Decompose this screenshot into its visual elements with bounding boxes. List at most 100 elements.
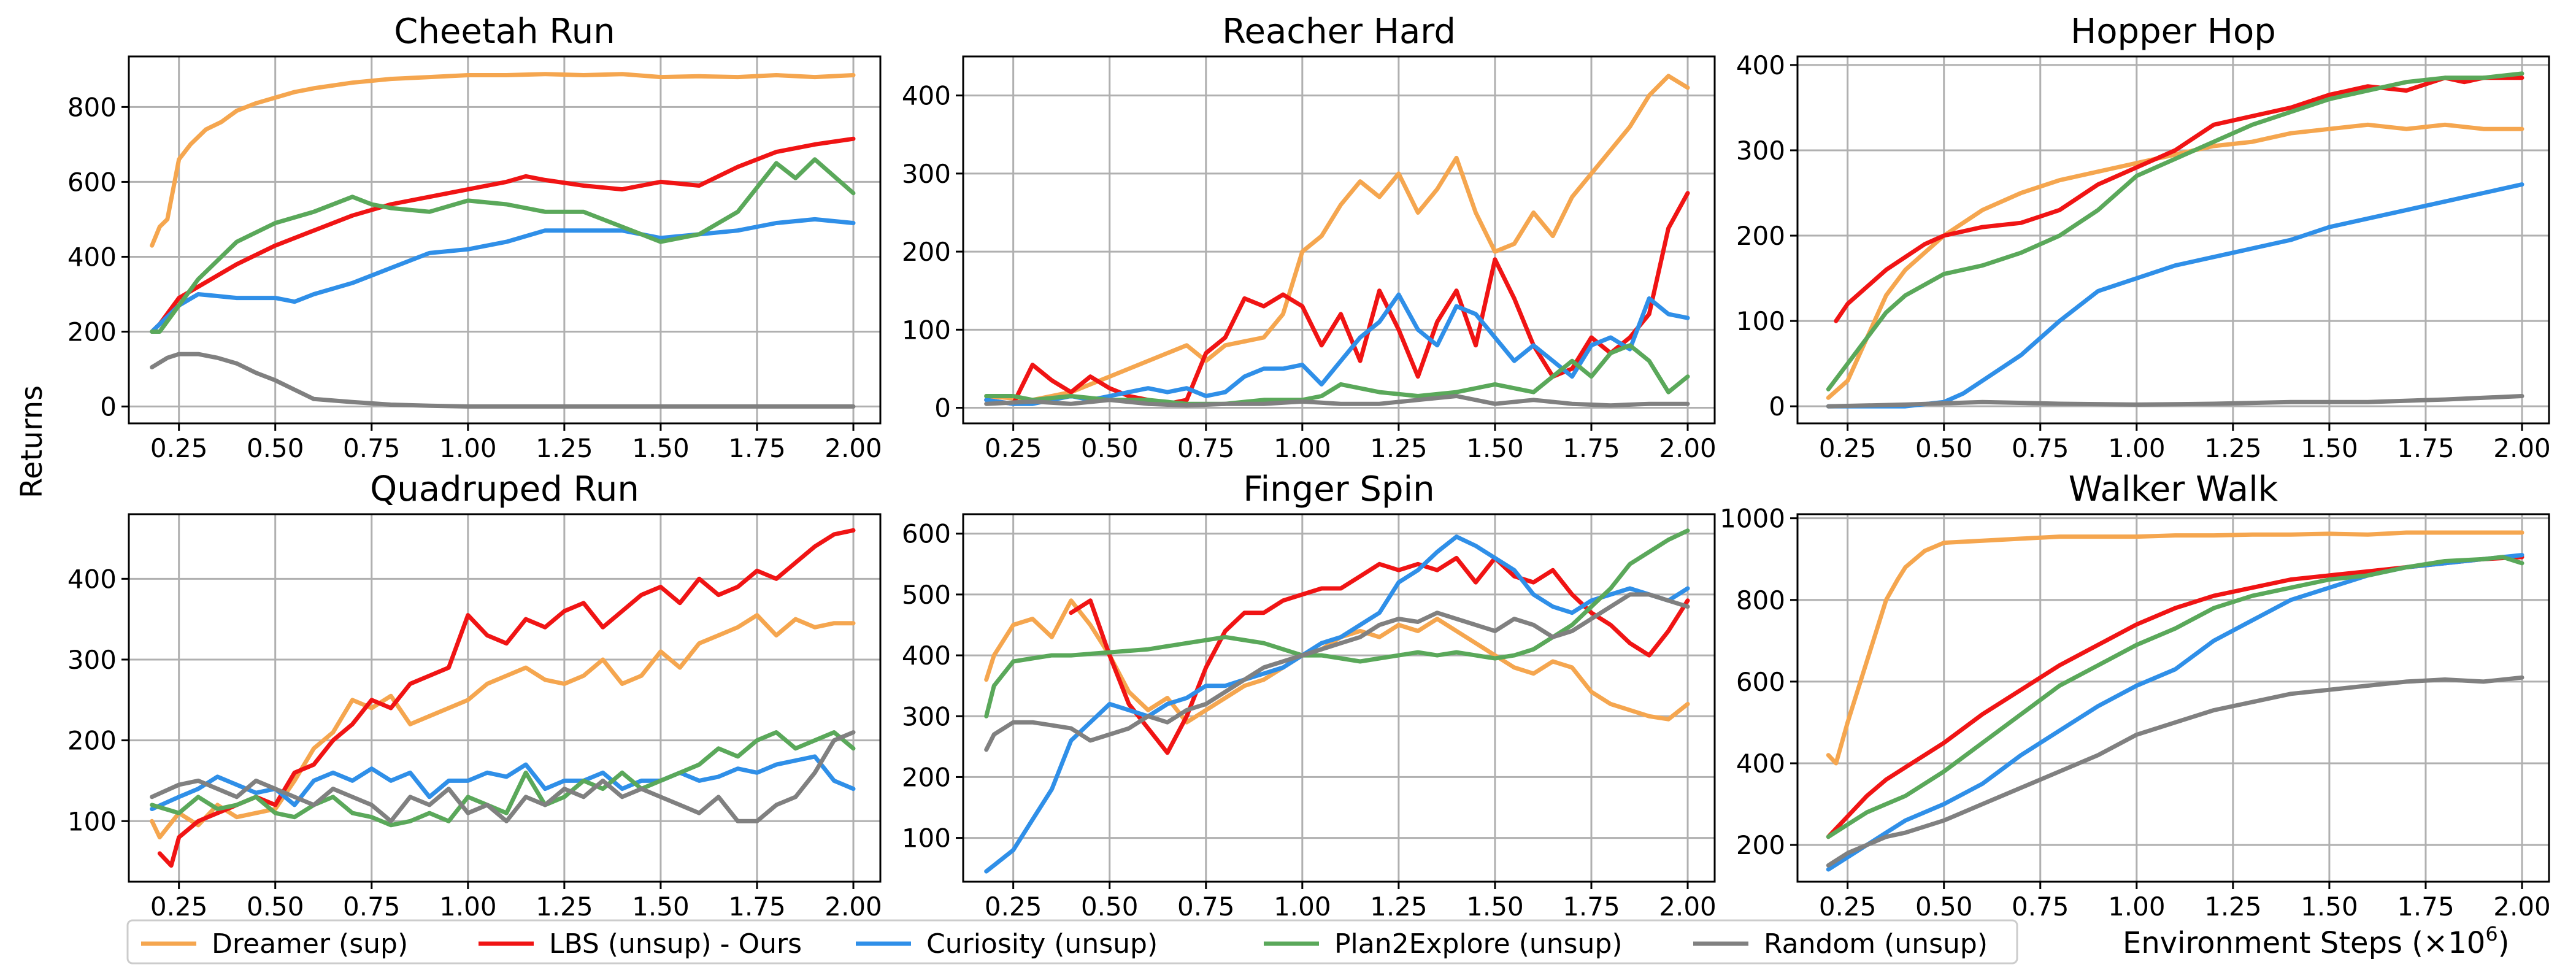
x-tick-label: 0.50 [1081, 892, 1139, 922]
y-tick-label: 100 [902, 315, 951, 345]
x-tick-label: 2.00 [2493, 892, 2551, 922]
subplot-title: Hopper Hop [2070, 12, 2276, 52]
x-tick-label: 1.25 [1370, 433, 1428, 463]
series-line-plan2explore-unsup [1826, 555, 2524, 839]
y-tick-label: 400 [902, 641, 951, 671]
x-tick-label: 0.75 [2012, 892, 2069, 922]
series-line-lbs-unsup-ours [150, 136, 856, 334]
series-group [150, 528, 856, 868]
x-tick-label: 0.50 [1915, 892, 1973, 922]
series-line-lbs-unsup-ours [1834, 75, 2524, 323]
series-line-plan2explore-unsup [1826, 71, 2524, 391]
legend-entry-dreamer-sup: Dreamer (sup) [141, 928, 408, 960]
y-tick-label: 600 [902, 519, 951, 549]
y-tick-label: 600 [67, 167, 117, 197]
x-tick-label: 0.75 [2012, 433, 2069, 463]
y-tick-label: 0 [934, 393, 951, 423]
x-tick-label: 0.25 [150, 892, 208, 922]
x-tick-label: 0.75 [1177, 892, 1235, 922]
x-tick-label: 0.50 [247, 892, 304, 922]
y-tick-label: 600 [1736, 667, 1785, 697]
subplot-title: Finger Spin [1243, 469, 1434, 509]
series-line-plan2explore-unsup [150, 157, 856, 334]
y-tick-label: 400 [67, 242, 117, 272]
x-tick-label: 1.50 [2301, 892, 2358, 922]
x-tick-label: 1.50 [632, 892, 690, 922]
series-group [1826, 530, 2524, 872]
x-axis-label-close: ) [2498, 926, 2510, 960]
series-line-dreamer-sup [984, 74, 1690, 403]
x-tick-label: 0.75 [1177, 433, 1235, 463]
subplot-finger-spin: Finger Spin 0.25 0.50 0.75 1.00 1.25 1.50 1.75 2… [902, 469, 1717, 922]
y-tick-label: 400 [1736, 749, 1785, 779]
legend-label: Dreamer (sup) [212, 928, 408, 960]
x-tick-label: 0.25 [985, 892, 1042, 922]
subplot-title: Quadruped Run [370, 469, 639, 509]
x-tick-label: 1.75 [1563, 433, 1620, 463]
y-tick-label: 400 [67, 564, 117, 594]
legend-label: Random (unsup) [1764, 928, 1988, 960]
shared-y-axis-label: Returns [15, 385, 49, 498]
x-tick-label: 1.75 [728, 433, 786, 463]
y-tick-label: 100 [902, 823, 951, 853]
plot-frame [1796, 513, 2550, 883]
series-line-dreamer-sup [1826, 122, 2524, 400]
legend-entry-curiosity-unsup: Curiosity (unsup) [856, 928, 1158, 960]
x-tick-label: 0.25 [150, 433, 208, 463]
y-tick-label: 300 [902, 159, 951, 189]
x-tick-label: 0.75 [343, 892, 401, 922]
x-tick-label: 1.75 [728, 892, 786, 922]
legend-entry-plan2explore-unsup: Plan2Explore (unsup) [1264, 928, 1623, 960]
series-line-curiosity-unsup [1826, 182, 2524, 409]
series-line-curiosity-unsup [984, 534, 1690, 874]
series-group [150, 72, 856, 409]
y-tick-label: 300 [67, 645, 117, 675]
x-tick-label: 1.25 [2204, 433, 2262, 463]
x-tick-label: 2.00 [825, 892, 882, 922]
x-tick-label: 0.25 [1819, 892, 1877, 922]
x-tick-label: 1.75 [1563, 892, 1620, 922]
x-tick-label: 2.00 [825, 433, 882, 463]
x-tick-label: 2.00 [2493, 433, 2551, 463]
x-tick-label: 2.00 [1659, 892, 1717, 922]
series-line-random-unsup [984, 394, 1690, 408]
x-tick-label: 0.25 [985, 433, 1042, 463]
y-tick-label: 300 [1736, 136, 1785, 166]
x-tick-label: 0.50 [247, 433, 304, 463]
x-tick-label: 1.75 [2397, 892, 2455, 922]
x-axis-label-text: Environment Steps (×10 [2123, 926, 2485, 960]
subplots: Cheetah Run 0.25 0.50 0.75 1.00 1.25 1.50 1.75 2… [67, 12, 2551, 922]
plot-frame [128, 55, 882, 425]
y-tick-label: 100 [67, 806, 117, 836]
y-tick-label: 200 [1736, 830, 1785, 860]
plot-frame [962, 513, 1716, 883]
y-tick-label: 800 [1736, 585, 1785, 615]
x-axis-label-exponent: 6 [2485, 922, 2497, 946]
y-tick-label: 200 [1736, 221, 1785, 251]
series-line-random-unsup [1826, 394, 2524, 409]
y-tick-label: 500 [902, 580, 951, 610]
x-tick-label: 1.25 [536, 892, 593, 922]
y-tick-label: 200 [67, 726, 117, 756]
y-tick-label: 300 [902, 701, 951, 731]
x-tick-label: 1.25 [2204, 892, 2262, 922]
legend-entry-random-unsup: Random (unsup) [1693, 928, 1988, 960]
series-line-lbs-unsup-ours [984, 191, 1690, 406]
x-tick-label: 0.50 [1915, 433, 1973, 463]
series-group [984, 528, 1690, 874]
shared-x-axis-label: Environment Steps (×106) [2123, 922, 2509, 960]
y-tick-label: 200 [67, 317, 117, 347]
x-tick-label: 1.50 [632, 433, 690, 463]
x-tick-label: 1.25 [536, 433, 593, 463]
legend: Dreamer (sup) LBS (unsup) - Ours Curiosity… [126, 919, 2018, 965]
subplot-title: Cheetah Run [394, 12, 615, 52]
subplot-reacher-hard: Reacher Hard 0.25 0.50 0.75 1.00 1.25 1.50 1.75… [902, 12, 1717, 463]
subplot-cheetah-run: Cheetah Run 0.25 0.50 0.75 1.00 1.25 1.50 1.75 2… [67, 12, 882, 463]
x-tick-label: 1.00 [1274, 433, 1331, 463]
legend-frame [126, 919, 2018, 965]
series-line-random-unsup [984, 592, 1690, 752]
x-tick-label: 0.50 [1081, 433, 1139, 463]
x-tick-label: 1.00 [439, 433, 497, 463]
x-tick-label: 1.50 [1466, 433, 1524, 463]
